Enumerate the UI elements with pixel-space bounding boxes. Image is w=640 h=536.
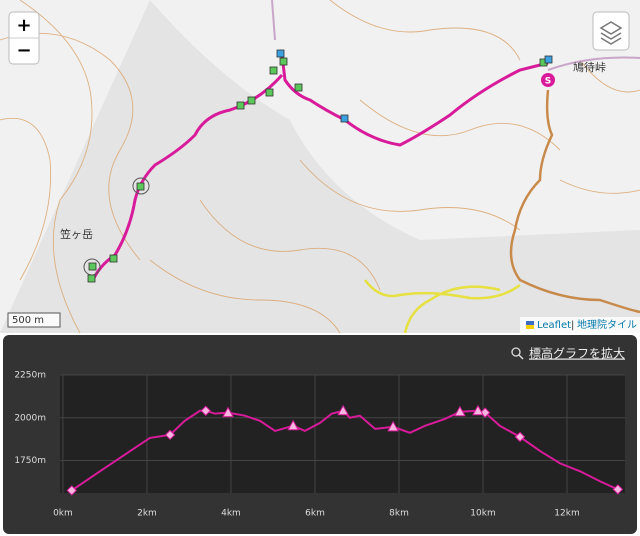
x-tick-label: 4km: [221, 509, 241, 519]
water-points: [276, 49, 553, 123]
contours: [0, 0, 640, 333]
flag: [526, 325, 534, 329]
zoom-out[interactable]: −: [16, 40, 31, 61]
scale-bar: [7, 312, 61, 328]
attribution-link[interactable]: Leaflet: [537, 320, 571, 331]
zoom-in[interactable]: +: [16, 15, 31, 36]
waypoint-marker: [612, 484, 624, 495]
layer-control[interactable]: [592, 11, 630, 51]
waypoint-marker: [222, 406, 234, 418]
x-tick-label: 8km: [389, 509, 409, 519]
y-tick-label: 2000m: [14, 413, 46, 423]
terrain-shade: [0, 0, 640, 333]
waypoint-marker: [200, 405, 211, 416]
waypoint-marker: [387, 420, 399, 432]
summit-ring: [83, 258, 101, 276]
flag: [526, 321, 534, 325]
place-label: 笠ヶ岳: [60, 227, 93, 241]
attribution-box: [520, 317, 640, 333]
zoom-icon: [518, 354, 524, 360]
waypoint-marker: [479, 407, 491, 418]
trail: [271, 0, 640, 71]
elevation-panel: 標高グラフを拡大 1750m 2000m 2250m 0km 2km 4km 6km 8km 1…: [3, 335, 637, 534]
waypoint-marker: [164, 429, 176, 441]
x-tick-label: 10km: [470, 509, 495, 519]
waypoint-marker: [287, 419, 299, 431]
attribution-link[interactable]: 地理院タイル: [577, 318, 637, 331]
start-label: S: [545, 77, 551, 87]
scale-label: 500 m: [12, 315, 44, 326]
waypoint-marker: [514, 431, 526, 443]
x-tick-label: 2km: [137, 509, 157, 519]
road-brown: [509, 89, 640, 314]
layer-icon: [599, 21, 623, 45]
road-yellow: [364, 279, 521, 333]
waypoint-marker: [337, 404, 349, 416]
x-tick-label: 12km: [554, 509, 579, 519]
waypoints: [87, 57, 548, 283]
zoom-control: + −: [8, 11, 40, 65]
x-tick-label: 0km: [53, 509, 73, 519]
zoom-icon: [511, 347, 521, 357]
profile-link[interactable]: 標高グラフを拡大: [529, 346, 625, 361]
y-tick-label: 1750m: [14, 456, 46, 466]
attribution-separator: |: [571, 320, 574, 331]
waypoint-marker: [472, 404, 484, 416]
y-tick-label: 2250m: [14, 371, 46, 381]
waypoint-marker: [454, 405, 466, 417]
x-tick-label: 6km: [305, 509, 325, 519]
layer-box[interactable]: [592, 11, 630, 51]
summit-ring: [132, 177, 150, 195]
plot-area: [60, 375, 625, 493]
start-marker[interactable]: [541, 73, 555, 87]
place-label: 鳩待峠: [573, 60, 606, 74]
waypoint-marker: [66, 485, 77, 496]
map[interactable]: S 笠ヶ岳 鳩待峠 + − 500 m Leaflet | 地理院タイル: [0, 0, 640, 333]
